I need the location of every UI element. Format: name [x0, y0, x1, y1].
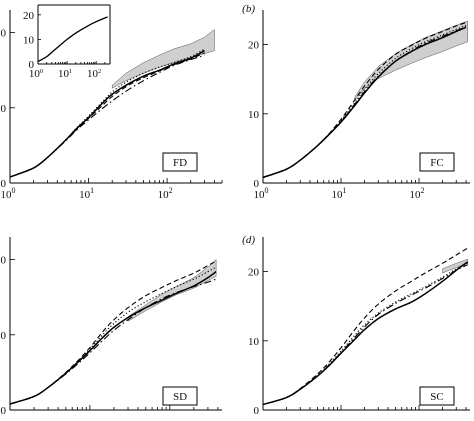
x-tick-label: 100	[254, 186, 269, 201]
x-tick-label: 101	[79, 186, 94, 201]
y-tick-label: 20	[0, 255, 7, 267]
series-line-dotted	[42, 16, 108, 59]
panel-tag-box	[162, 386, 198, 406]
series-line-dashed	[262, 21, 467, 178]
series-line-solid	[262, 261, 469, 406]
y-tick-label: 20	[23, 10, 35, 22]
panel-tag-box	[419, 152, 455, 172]
scatter-band	[111, 29, 215, 89]
y-tick-label: 0	[1, 178, 7, 190]
panel-tag: FD	[173, 157, 187, 169]
series-line-dash-dot	[9, 54, 205, 178]
panel-tag-box	[162, 152, 198, 172]
y-tick-label: 10	[248, 109, 260, 121]
panel-a: 0 10 20 100 101 102 FD 0 10 20 100 101 102	[0, 4, 223, 201]
y-tick-label: 20	[248, 40, 260, 52]
y-tick-label: 20	[0, 28, 7, 40]
panel-tag: FC	[430, 157, 443, 169]
panel-c: 0 10 20 SD	[0, 237, 222, 417]
y-tick-label: 10	[248, 336, 260, 348]
series-line-dash-dot	[9, 278, 217, 405]
y-tick-label: 20	[248, 267, 260, 279]
x-tick-label: 100	[29, 68, 43, 80]
y-tick-label: 0	[254, 178, 260, 190]
y-tick-label: 0	[254, 405, 260, 417]
panel-tag: SD	[173, 391, 187, 403]
panel-b: 0 10 20 100 101 102 FC (b)	[242, 3, 470, 201]
y-tick-label: 10	[0, 103, 7, 115]
scatter-band	[354, 20, 468, 101]
panel-tag: SC	[430, 391, 443, 403]
panel-d: 0 10 20 SC (d)	[242, 234, 470, 417]
x-tick-label: 102	[158, 186, 173, 201]
panel-tag-box	[419, 386, 455, 406]
y-tick-label: 10	[23, 34, 35, 46]
series-line-dash-dot	[262, 26, 467, 178]
series-line-dash-dot	[262, 264, 468, 405]
y-tick-label: 10	[0, 330, 7, 342]
panel-letter: (d)	[242, 234, 255, 246]
inset-chart: 0 10 20 100 101 102	[23, 4, 111, 80]
x-tick-label: 102	[87, 68, 101, 80]
x-tick-label: 101	[332, 186, 347, 201]
x-tick-label: 100	[1, 186, 16, 201]
series-line-dotted	[262, 262, 468, 405]
scatter-band	[127, 259, 217, 322]
x-tick-label: 101	[58, 68, 72, 80]
y-tick-label: 0	[29, 59, 35, 71]
series-line-dashed	[262, 247, 468, 405]
y-tick-label: 0	[1, 405, 7, 417]
panel-letter: (b)	[242, 3, 255, 15]
x-tick-label: 102	[410, 186, 425, 201]
